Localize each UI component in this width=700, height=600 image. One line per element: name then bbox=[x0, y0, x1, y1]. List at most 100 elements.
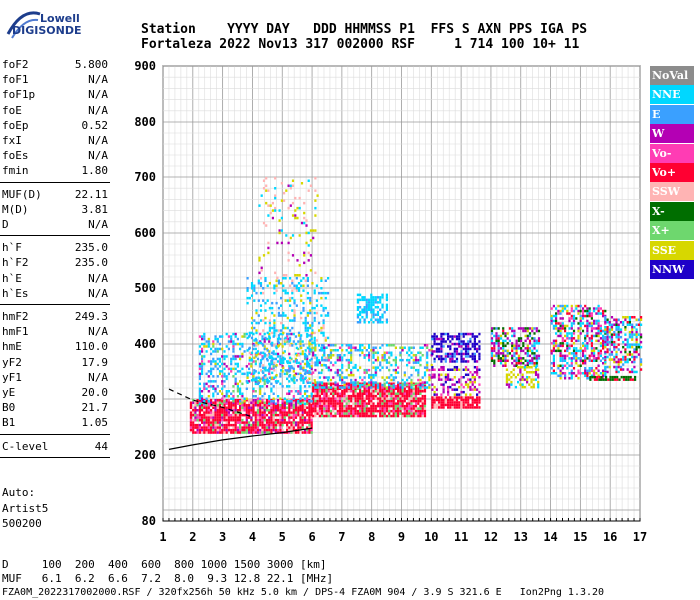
echo-pixel-vo bbox=[561, 344, 564, 348]
echo-pixel-nne bbox=[581, 317, 585, 320]
echo-pixel-vo bbox=[613, 340, 616, 344]
echo-pixel-vo bbox=[336, 387, 339, 390]
echo-pixel-vo bbox=[615, 318, 618, 321]
echo-pixel-e bbox=[262, 344, 265, 347]
echo-pixel-e bbox=[584, 367, 587, 370]
echo-pixel-vo bbox=[385, 404, 388, 408]
echo-pixel-vo bbox=[225, 399, 228, 402]
echo-pixel-vo bbox=[318, 387, 321, 390]
echo-pixel-nne bbox=[282, 356, 285, 360]
echo-pixel-nne bbox=[615, 368, 618, 371]
echo-pixel-sse bbox=[595, 372, 598, 375]
echo-pixel-sse bbox=[227, 395, 230, 398]
echo-pixel-nne bbox=[334, 361, 337, 364]
param-value: N/A bbox=[88, 286, 108, 300]
echo-pixel-x bbox=[625, 375, 628, 379]
echo-pixel-w bbox=[528, 342, 532, 345]
echo-pixel-x bbox=[572, 349, 576, 353]
echo-pixel-vo bbox=[440, 368, 443, 371]
echo-pixel-e bbox=[535, 339, 538, 343]
echo-pixel-nne bbox=[291, 291, 294, 295]
echo-pixel-nnw bbox=[442, 332, 445, 336]
echo-pixel-vo bbox=[327, 358, 330, 362]
echo-pixel-ssw bbox=[306, 379, 309, 382]
echo-pixel-vo bbox=[419, 382, 422, 385]
echo-pixel-sse bbox=[464, 383, 468, 386]
echo-pixel-vo bbox=[201, 413, 204, 417]
echo-pixel-x bbox=[600, 375, 603, 379]
echo-pixel-nne bbox=[306, 296, 309, 300]
echo-pixel-x bbox=[397, 404, 400, 408]
echo-pixel-nne bbox=[354, 366, 357, 369]
echo-pixel-nne bbox=[248, 359, 251, 362]
echo-pixel-nne bbox=[320, 371, 323, 375]
echo-pixel-w bbox=[354, 378, 357, 382]
echo-pixel-nnw bbox=[478, 332, 481, 336]
echo-pixel-vo bbox=[388, 402, 391, 405]
echo-pixel-nne bbox=[274, 196, 277, 200]
echo-pixel-nnw bbox=[451, 360, 454, 363]
echo-pixel-x bbox=[502, 332, 505, 335]
echo-pixel-vo bbox=[570, 309, 573, 313]
echo-pixel-w bbox=[230, 340, 233, 343]
echo-pixel-e bbox=[322, 319, 325, 322]
echo-pixel-sse bbox=[329, 356, 333, 359]
echo-pixel-nne bbox=[593, 352, 596, 355]
echo-pixel-nnw bbox=[442, 340, 445, 343]
echo-pixel-nne bbox=[622, 340, 625, 344]
echo-pixel-w bbox=[613, 358, 616, 361]
echo-pixel-w bbox=[261, 406, 264, 409]
echo-pixel-nne bbox=[619, 328, 623, 331]
echo-pixel-vo bbox=[403, 409, 406, 413]
echo-pixel-nne bbox=[350, 361, 353, 364]
echo-pixel-nnw bbox=[478, 340, 481, 343]
echo-pixel-vo bbox=[254, 418, 257, 422]
echo-pixel-nne bbox=[423, 371, 427, 374]
echo-pixel-nnw bbox=[451, 335, 454, 338]
echo-pixel-nne bbox=[291, 379, 294, 382]
echo-pixel-vo bbox=[323, 402, 326, 405]
echo-pixel-sse bbox=[473, 388, 476, 391]
echo-pixel-vo bbox=[419, 412, 422, 415]
echo-pixel-vo bbox=[316, 394, 319, 398]
echo-pixel-e bbox=[216, 340, 219, 343]
echo-pixel-vo bbox=[517, 362, 520, 365]
echo-pixel-vo bbox=[245, 416, 248, 419]
echo-pixel-vo bbox=[256, 397, 260, 400]
echo-pixel-nne bbox=[304, 349, 307, 352]
echo-pixel-x bbox=[600, 378, 603, 381]
echo-pixel-ssw bbox=[194, 401, 197, 404]
echo-pixel-vo bbox=[299, 392, 302, 395]
echo-pixel-vo bbox=[218, 428, 222, 432]
echo-pixel-nne bbox=[239, 342, 242, 346]
echo-pixel-vo bbox=[189, 423, 192, 427]
echo-pixel-sse bbox=[259, 390, 262, 393]
echo-pixel-w bbox=[281, 401, 284, 404]
echo-pixel-x bbox=[212, 345, 215, 348]
echo-pixel-nne bbox=[381, 316, 384, 319]
echo-pixel-nne bbox=[207, 400, 210, 403]
echo-pixel-e bbox=[262, 366, 265, 370]
echo-pixel-nne bbox=[363, 306, 366, 309]
echo-pixel-nne bbox=[626, 358, 629, 361]
echo-pixel-vo bbox=[455, 398, 459, 402]
echo-pixel-vo bbox=[259, 401, 262, 404]
echo-pixel-vo bbox=[372, 407, 375, 410]
echo-pixel-e bbox=[410, 373, 413, 377]
echo-pixel-vo bbox=[223, 423, 226, 427]
echo-pixel-nne bbox=[421, 346, 424, 349]
echo-pixel-vo bbox=[259, 418, 262, 422]
echo-pixel-vo bbox=[218, 416, 222, 419]
echo-pixel-x bbox=[341, 399, 344, 403]
echo-pixel-vo bbox=[294, 431, 298, 434]
echo-pixel-nne bbox=[397, 371, 400, 374]
echo-pixel-w bbox=[254, 404, 257, 407]
echo-pixel-x bbox=[263, 418, 266, 422]
echo-pixel-nne bbox=[268, 335, 271, 338]
echo-pixel-nnw bbox=[464, 347, 468, 351]
echo-pixel-nne bbox=[379, 321, 382, 324]
echo-pixel-vo bbox=[383, 412, 386, 415]
echo-pixel-vo bbox=[363, 412, 366, 415]
echo-pixel-sse bbox=[521, 373, 524, 376]
